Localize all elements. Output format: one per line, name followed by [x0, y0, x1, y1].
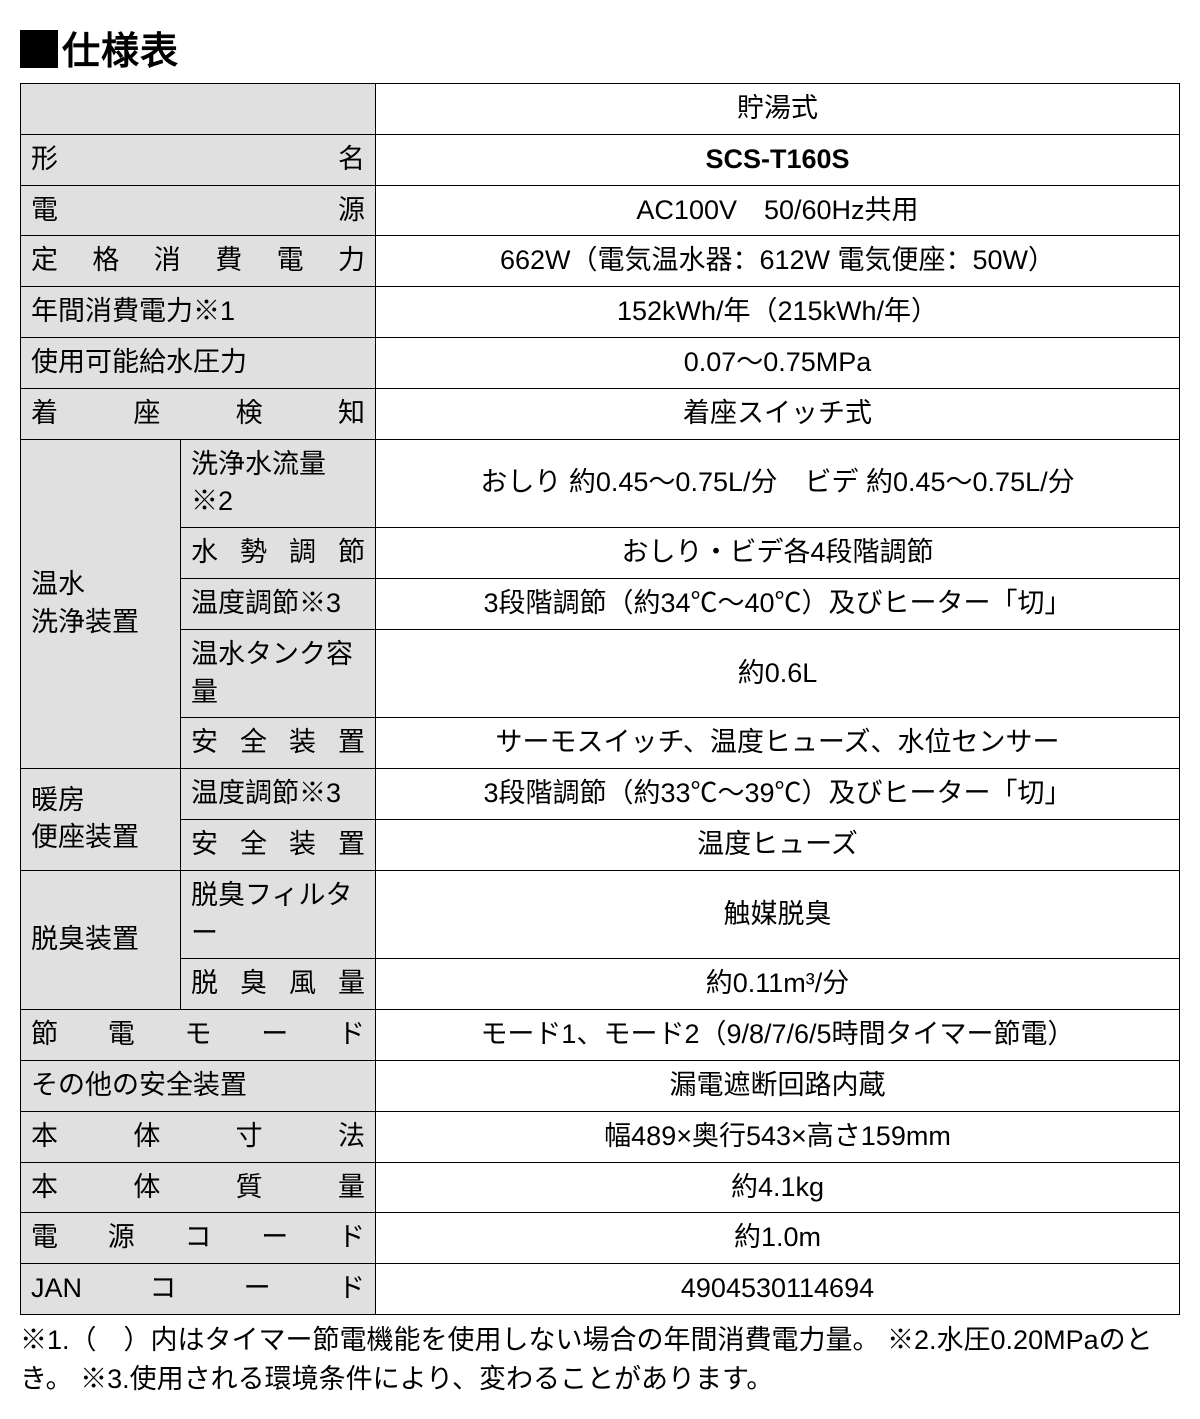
sublabel-strength: 水勢調節: [181, 528, 376, 579]
value-seat-detect: 着座スイッチ式: [376, 388, 1180, 439]
sublabel-flow: 洗浄水流量※2: [181, 439, 376, 528]
label-power: 電源: [21, 185, 376, 236]
value-eco: モード1、モード2（9/8/7/6/5時間タイマー節電）: [376, 1010, 1180, 1061]
sublabel-hs-safety: 安全装置: [181, 819, 376, 870]
value-hs-temp: 3段階調節（約33℃～39℃）及びヒーター「切」: [376, 769, 1180, 820]
value-cord: 約1.0m: [376, 1213, 1180, 1264]
value-cell-header: 貯湯式: [376, 84, 1180, 135]
label-rated: 定格消費電力: [21, 236, 376, 287]
table-row: 暖房 便座装置 温度調節※3 3段階調節（約33℃～39℃）及びヒーター「切」: [21, 769, 1180, 820]
table-row: 安全装置 温度ヒューズ: [21, 819, 1180, 870]
value-rated: 662W（電気温水器：612W 電気便座：50W）: [376, 236, 1180, 287]
title-text: 仕様表: [62, 31, 179, 73]
title-square-icon: [20, 30, 58, 68]
value-temp: 3段階調節（約34℃～40℃）及びヒーター「切」: [376, 578, 1180, 629]
table-row: 使用可能給水圧力 0.07～0.75MPa: [21, 337, 1180, 388]
sublabel-ww-safety: 安全装置: [181, 718, 376, 769]
value-weight: 約4.1kg: [376, 1162, 1180, 1213]
value-tank: 約0.6L: [376, 629, 1180, 718]
table-row: 貯湯式: [21, 84, 1180, 135]
sublabel-hs-temp: 温度調節※3: [181, 769, 376, 820]
table-row: 脱臭風量 約0.11m³/分: [21, 959, 1180, 1010]
label-dimensions: 本体寸法: [21, 1111, 376, 1162]
sublabel-tank: 温水タンク容量: [181, 629, 376, 718]
spec-table: 貯湯式 形名 SCS-T160S 電源 AC100V 50/60Hz共用 定格消…: [20, 83, 1180, 1315]
label-weight: 本体質量: [21, 1162, 376, 1213]
table-row: 温水 洗浄装置 洗浄水流量※2 おしり 約0.45～0.75L/分 ビデ 約0.…: [21, 439, 1180, 528]
footnotes: ※1.（ ）内はタイマー節電機能を使用しない場合の年間消費電力量。 ※2.水圧0…: [20, 1321, 1180, 1399]
value-flow: おしり 約0.45～0.75L/分 ビデ 約0.45～0.75L/分: [376, 439, 1180, 528]
table-row: 節電モード モード1、モード2（9/8/7/6/5時間タイマー節電）: [21, 1010, 1180, 1061]
label-jan: JANコード: [21, 1264, 376, 1315]
value-other-safety: 漏電遮断回路内蔵: [376, 1060, 1180, 1111]
table-row: 本体質量 約4.1kg: [21, 1162, 1180, 1213]
label-eco: 節電モード: [21, 1010, 376, 1061]
value-model: SCS-T160S: [376, 134, 1180, 185]
value-ww-safety: サーモスイッチ、温度ヒューズ、水位センサー: [376, 718, 1180, 769]
label-cord: 電源コード: [21, 1213, 376, 1264]
table-row: 安全装置 サーモスイッチ、温度ヒューズ、水位センサー: [21, 718, 1180, 769]
value-strength: おしり・ビデ各4段階調節: [376, 528, 1180, 579]
sublabel-temp: 温度調節※3: [181, 578, 376, 629]
label-cell-blank: [21, 84, 376, 135]
label-seat-detect: 着座検知: [21, 388, 376, 439]
label-annual: 年間消費電力※1: [21, 287, 376, 338]
label-model: 形名: [21, 134, 376, 185]
group-heated-seat: 暖房 便座装置: [21, 769, 181, 871]
table-row: 温度調節※3 3段階調節（約34℃～40℃）及びヒーター「切」: [21, 578, 1180, 629]
table-row: 電源コード 約1.0m: [21, 1213, 1180, 1264]
group-deodor: 脱臭装置: [21, 870, 181, 1009]
table-row: 温水タンク容量 約0.6L: [21, 629, 1180, 718]
table-row: 本体寸法 幅489×奥行543×高さ159mm: [21, 1111, 1180, 1162]
table-row: 水勢調節 おしり・ビデ各4段階調節: [21, 528, 1180, 579]
label-other-safety: その他の安全装置: [21, 1060, 376, 1111]
value-jan: 4904530114694: [376, 1264, 1180, 1315]
spec-title: 仕様表: [20, 20, 1180, 75]
table-row: 脱臭装置 脱臭フィルター 触媒脱臭: [21, 870, 1180, 959]
sublabel-airflow: 脱臭風量: [181, 959, 376, 1010]
value-pressure: 0.07～0.75MPa: [376, 337, 1180, 388]
value-annual: 152kWh/年（215kWh/年）: [376, 287, 1180, 338]
sublabel-filter: 脱臭フィルター: [181, 870, 376, 959]
group-warm-wash: 温水 洗浄装置: [21, 439, 181, 769]
value-power: AC100V 50/60Hz共用: [376, 185, 1180, 236]
table-row: 定格消費電力 662W（電気温水器：612W 電気便座：50W）: [21, 236, 1180, 287]
value-filter: 触媒脱臭: [376, 870, 1180, 959]
table-row: その他の安全装置 漏電遮断回路内蔵: [21, 1060, 1180, 1111]
value-hs-safety: 温度ヒューズ: [376, 819, 1180, 870]
value-airflow: 約0.11m³/分: [376, 959, 1180, 1010]
table-row: 形名 SCS-T160S: [21, 134, 1180, 185]
label-pressure: 使用可能給水圧力: [21, 337, 376, 388]
table-row: 電源 AC100V 50/60Hz共用: [21, 185, 1180, 236]
table-row: 着座検知 着座スイッチ式: [21, 388, 1180, 439]
table-row: JANコード 4904530114694: [21, 1264, 1180, 1315]
table-row: 年間消費電力※1 152kWh/年（215kWh/年）: [21, 287, 1180, 338]
value-dimensions: 幅489×奥行543×高さ159mm: [376, 1111, 1180, 1162]
